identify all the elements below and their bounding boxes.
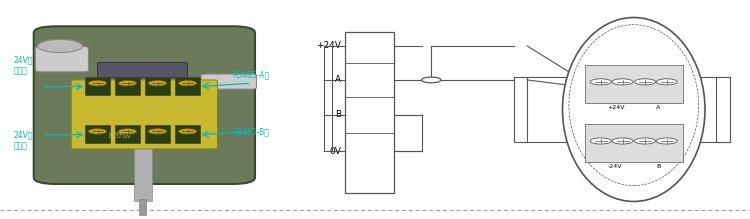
Text: RS485-A极: RS485-A极 xyxy=(232,70,270,79)
Text: B: B xyxy=(656,164,661,169)
Circle shape xyxy=(590,79,611,85)
Bar xyxy=(585,124,682,162)
Circle shape xyxy=(148,129,166,134)
Bar xyxy=(145,125,170,143)
Bar xyxy=(115,125,140,143)
Circle shape xyxy=(178,81,196,86)
Circle shape xyxy=(590,138,611,144)
Bar xyxy=(175,125,200,143)
Bar xyxy=(716,77,730,142)
Circle shape xyxy=(656,79,677,85)
Text: 24V电
源负极: 24V电 源负极 xyxy=(13,130,33,150)
Text: V  GND: V GND xyxy=(109,132,124,136)
Bar xyxy=(345,32,394,193)
Text: DC 12-24V: DC 12-24V xyxy=(109,135,130,139)
Circle shape xyxy=(148,81,166,86)
Bar xyxy=(115,77,140,95)
Circle shape xyxy=(118,81,136,86)
Circle shape xyxy=(118,129,136,134)
FancyBboxPatch shape xyxy=(34,26,255,184)
FancyBboxPatch shape xyxy=(98,62,188,78)
Text: +24V: +24V xyxy=(316,41,341,51)
Ellipse shape xyxy=(569,25,698,185)
Text: 0V: 0V xyxy=(329,147,341,156)
Circle shape xyxy=(88,81,106,86)
FancyBboxPatch shape xyxy=(71,80,217,149)
Text: B: B xyxy=(335,110,341,120)
Circle shape xyxy=(422,77,441,83)
FancyBboxPatch shape xyxy=(201,74,256,89)
Text: 24V电
源正极: 24V电 源正极 xyxy=(13,56,33,76)
Circle shape xyxy=(178,129,196,134)
Text: A: A xyxy=(335,75,341,85)
Circle shape xyxy=(634,138,656,144)
Circle shape xyxy=(656,138,677,144)
Text: A: A xyxy=(656,105,661,110)
Text: +24V: +24V xyxy=(608,105,625,110)
Bar xyxy=(585,65,682,103)
Text: -24V: -24V xyxy=(608,164,622,169)
Bar xyxy=(85,125,109,143)
Bar xyxy=(145,77,170,95)
Circle shape xyxy=(634,79,656,85)
Bar xyxy=(85,77,109,95)
Circle shape xyxy=(88,129,106,134)
FancyBboxPatch shape xyxy=(35,46,88,72)
Text: RS485-B极: RS485-B极 xyxy=(232,127,269,136)
Bar xyxy=(514,77,527,142)
Circle shape xyxy=(612,138,633,144)
Ellipse shape xyxy=(562,18,705,201)
Circle shape xyxy=(612,79,633,85)
Bar xyxy=(175,77,200,95)
Bar xyxy=(139,199,146,215)
Circle shape xyxy=(38,39,82,53)
Bar xyxy=(134,147,152,201)
